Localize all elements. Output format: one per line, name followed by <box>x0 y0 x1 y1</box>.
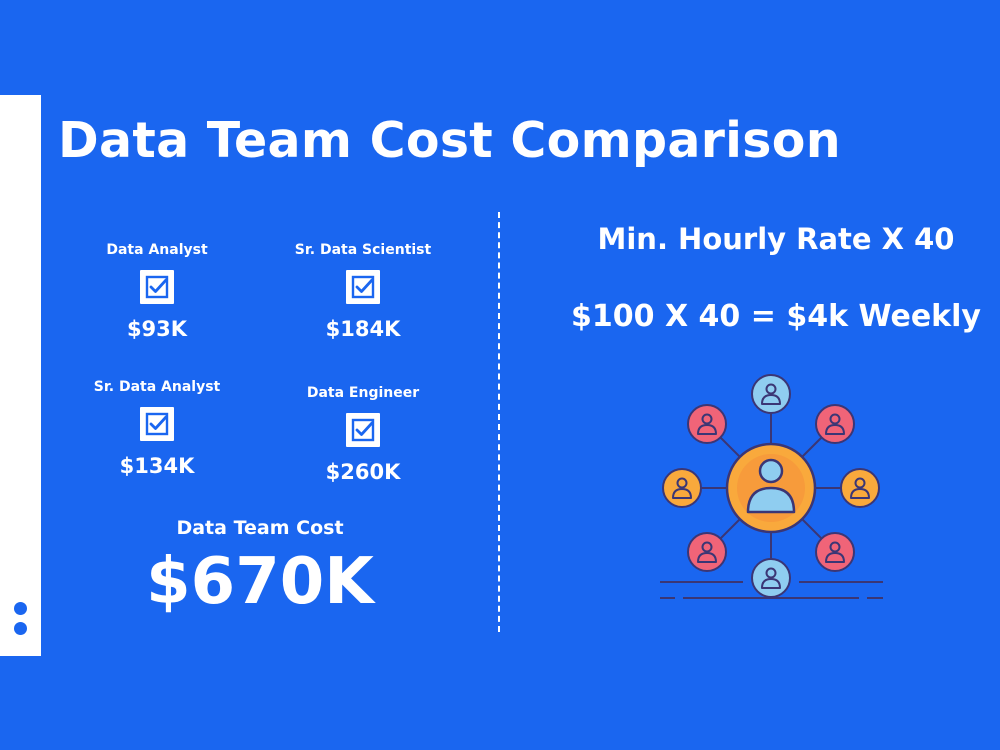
dashed-divider <box>498 212 500 632</box>
role-card-data-analyst: Data Analyst $93K <box>67 242 247 341</box>
checkbox-checked-icon <box>140 407 174 441</box>
role-card-data-engineer: Data Engineer $260K <box>273 385 453 484</box>
nav-dot <box>14 622 27 635</box>
formula-line-2: $100 X 40 = $4k Weekly <box>571 299 981 334</box>
checkbox-checked-icon <box>346 270 380 304</box>
person-node-icon <box>751 374 791 414</box>
role-label: Data Analyst <box>106 242 208 258</box>
role-card-sr-data-analyst: Sr. Data Analyst $134K <box>67 379 247 478</box>
role-amount: $184K <box>325 317 401 341</box>
left-white-strip <box>0 95 41 656</box>
role-amount: $134K <box>119 454 195 478</box>
total-cost-value: $670K <box>146 545 374 619</box>
page-title: Data Team Cost Comparison <box>58 112 841 169</box>
role-label: Sr. Data Analyst <box>93 379 221 395</box>
person-node-icon <box>751 558 791 598</box>
center-person-node <box>725 442 817 534</box>
person-node-icon <box>662 468 702 508</box>
person-node-icon <box>687 532 727 572</box>
nav-dot <box>14 602 27 615</box>
person-node-icon <box>840 468 880 508</box>
role-label: Sr. Data Scientist <box>294 242 432 258</box>
role-amount: $93K <box>126 317 188 341</box>
formula-line-1: Min. Hourly Rate X 40 <box>597 222 955 256</box>
person-node-icon <box>815 532 855 572</box>
total-cost-label: Data Team Cost <box>176 517 344 539</box>
role-card-sr-data-scientist: Sr. Data Scientist $184K <box>273 242 453 341</box>
role-label: Data Engineer <box>306 385 420 401</box>
checkbox-checked-icon <box>346 413 380 447</box>
role-amount: $260K <box>325 460 401 484</box>
team-network-icon <box>660 374 883 599</box>
person-node-icon <box>687 404 727 444</box>
checkbox-checked-icon <box>140 270 174 304</box>
person-node-icon <box>815 404 855 444</box>
